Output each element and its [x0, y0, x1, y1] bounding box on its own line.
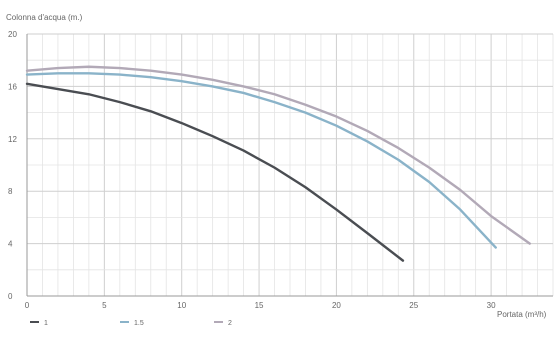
series-layer [25, 65, 531, 262]
x-tick-label: 5 [102, 301, 107, 310]
series-line-2 [25, 65, 531, 245]
y-tick-label: 4 [8, 240, 13, 249]
x-tick-label: 0 [25, 301, 30, 310]
legend-label: 1 [44, 320, 48, 327]
series-line-1-5 [25, 72, 497, 249]
x-tick-label: 20 [332, 301, 341, 310]
y-axis-label: Colonna d'acqua (m.) [6, 13, 83, 22]
y-tick-label: 12 [8, 135, 17, 144]
x-tick-label: 10 [177, 301, 186, 310]
y-tick-label: 8 [8, 187, 13, 196]
chart-legend: 1 1.5 2 [30, 320, 232, 327]
y-tick-label: 16 [8, 82, 17, 91]
x-axis-label: Portata (m³/h) [497, 310, 547, 319]
y-tick-label: 20 [8, 30, 17, 39]
legend-label: 2 [228, 320, 232, 327]
x-tick-label: 15 [255, 301, 264, 310]
legend-label: 1.5 [134, 320, 144, 327]
x-tick-label: 30 [487, 301, 496, 310]
chart-axes [26, 34, 553, 297]
y-tick-label: 0 [8, 292, 13, 301]
series-line-1 [25, 82, 405, 262]
tick-labels: 0 4 8 12 16 20 0 5 10 15 20 25 30 [8, 30, 496, 310]
x-tick-label: 25 [409, 301, 418, 310]
